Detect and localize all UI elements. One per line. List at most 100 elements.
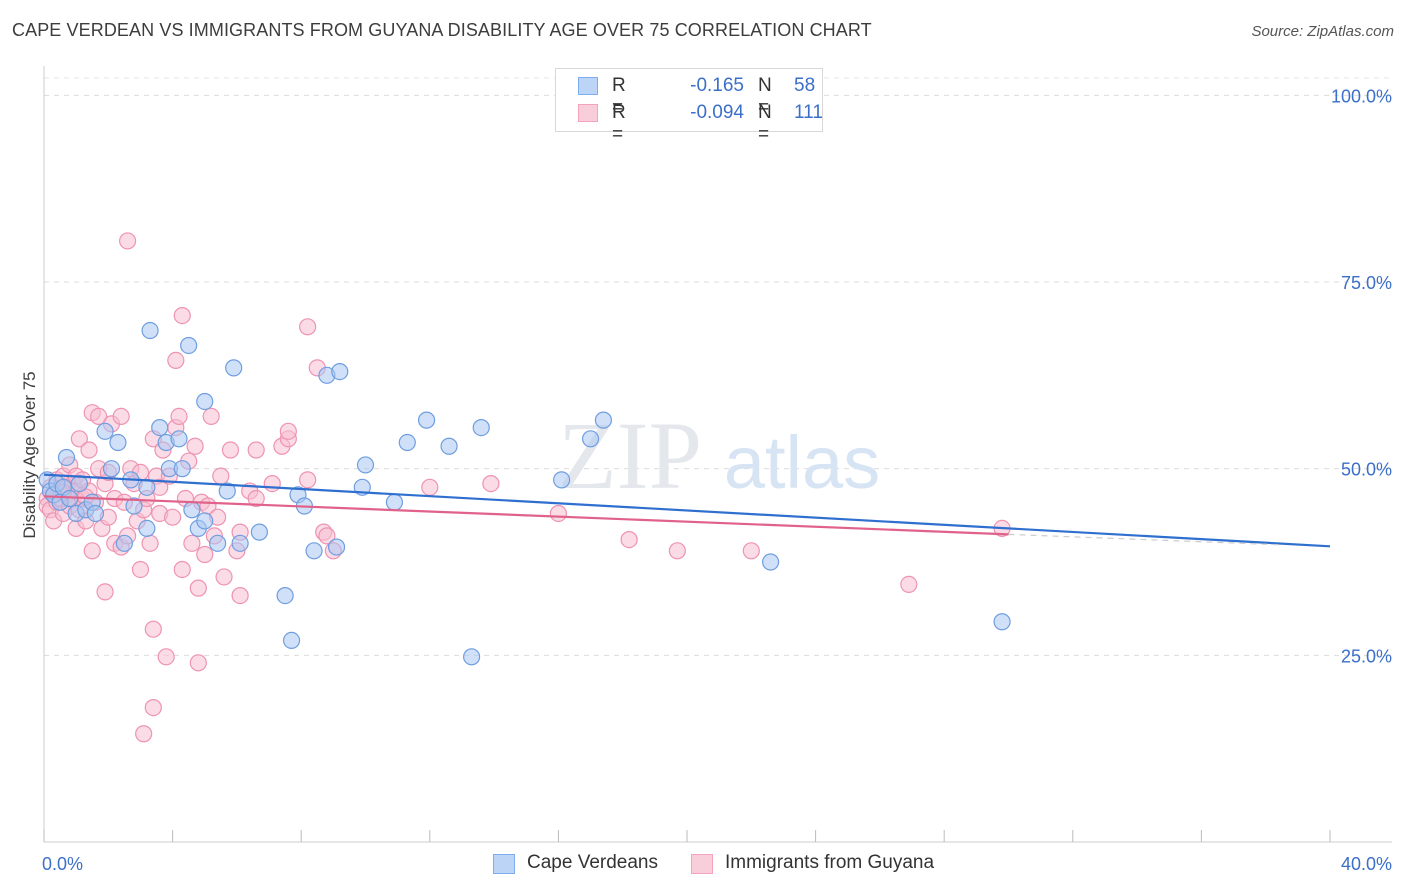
cape-verdean-point xyxy=(115,534,133,552)
cape-verdean-point xyxy=(462,648,481,666)
cape-verdean-point xyxy=(276,586,294,605)
guyana-point xyxy=(189,579,207,597)
guyana-point xyxy=(173,560,191,579)
cape-verdean-point xyxy=(594,411,613,429)
bottom-legend-label: Immigrants from Guyana xyxy=(725,852,935,873)
legend-n-value: 58 xyxy=(794,75,816,96)
guyana-point xyxy=(112,407,130,425)
cape-verdean-point xyxy=(138,519,156,538)
cape-verdeans-points xyxy=(38,321,1011,666)
cape-verdean-point xyxy=(102,460,121,478)
legend-r-label: R = xyxy=(612,75,626,118)
cape-verdean-point xyxy=(231,534,249,552)
cape-verdean-point xyxy=(196,392,214,411)
guyana-point xyxy=(141,534,159,552)
cape-verdean-point xyxy=(385,493,404,511)
legend-swatch-pink xyxy=(578,104,598,122)
cape-verdean-point xyxy=(125,497,143,515)
guyana-point xyxy=(170,407,188,425)
legend-n-value: 111 xyxy=(794,102,823,123)
cape-verdean-point xyxy=(472,419,490,437)
guyana-point xyxy=(70,430,88,448)
legend-swatch-blue xyxy=(578,77,598,95)
cape-verdean-point xyxy=(417,411,436,429)
cape-verdean-point xyxy=(553,471,571,489)
cape-verdean-point xyxy=(109,433,127,452)
guyana-point xyxy=(212,467,230,485)
cape-verdean-point xyxy=(993,613,1011,631)
watermark-atlas: atlas xyxy=(724,421,880,504)
guyana-point xyxy=(215,568,233,586)
guyana-point xyxy=(131,560,150,579)
guyana-point xyxy=(157,648,175,666)
guyana-point xyxy=(144,620,162,638)
y-tick-label: 50.0% xyxy=(1341,460,1392,480)
tick-labels: 25.0% 50.0% 75.0% 100.0% 0.0% 40.0% xyxy=(42,86,1392,874)
guyana-point xyxy=(742,542,760,560)
guyana-point xyxy=(96,583,114,601)
cape-verdeans-trend-line xyxy=(43,473,1331,548)
guyana-point xyxy=(279,422,297,440)
correlation-legend: R = -0.165 N = 58 R = -0.094 N = 111 xyxy=(555,68,823,145)
guyana-point xyxy=(186,437,204,455)
guyana-point xyxy=(144,698,162,717)
cape-verdean-point xyxy=(327,538,346,556)
chart-title: CAPE VERDEAN VS IMMIGRANTS FROM GUYANA D… xyxy=(12,20,872,40)
cape-verdean-point xyxy=(581,430,600,448)
guyana-point xyxy=(80,441,98,459)
legend-r-label: R = xyxy=(612,102,626,145)
guyana-point xyxy=(196,545,214,564)
y-tick-label: 75.0% xyxy=(1341,273,1392,293)
cape-verdean-point xyxy=(761,553,780,571)
y-tick-label: 25.0% xyxy=(1341,646,1392,666)
trend-lines xyxy=(43,473,1331,548)
guyana-trend-line xyxy=(43,495,1009,536)
guyana-trend-extension xyxy=(1008,533,1282,546)
cape-verdean-point xyxy=(173,460,191,478)
cape-verdean-point xyxy=(225,359,243,377)
y-axis-label: Disability Age Over 75 xyxy=(20,371,39,539)
cape-verdean-point xyxy=(180,336,198,355)
guyana-point xyxy=(83,542,101,560)
cape-verdean-point xyxy=(250,523,269,541)
legend-r-value: -0.094 xyxy=(690,102,744,123)
guyana-point xyxy=(202,407,220,425)
source-label: Source: ZipAtlas.com xyxy=(1251,23,1394,40)
bottom-legend-swatch-pink xyxy=(691,854,713,874)
guyana-point xyxy=(173,307,191,325)
y-tick-label: 100.0% xyxy=(1331,86,1392,106)
guyana-point xyxy=(164,508,182,526)
cape-verdean-point xyxy=(196,512,214,530)
watermark: ZIP atlas xyxy=(558,402,880,509)
cape-verdean-point xyxy=(57,448,76,467)
x-tick-label-min: 0.0% xyxy=(42,854,83,874)
guyana-point xyxy=(135,725,153,743)
cape-verdean-point xyxy=(356,456,375,474)
cape-verdean-point xyxy=(170,430,188,448)
cape-verdean-point xyxy=(183,501,201,519)
cape-verdean-point xyxy=(151,419,169,437)
cape-verdean-point xyxy=(398,433,416,452)
legend-r-value: -0.165 xyxy=(690,75,744,96)
cape-verdean-point xyxy=(141,321,159,340)
guyana-point xyxy=(620,530,638,549)
guyana-point xyxy=(299,318,317,336)
gridlines xyxy=(44,77,1392,656)
guyana-point xyxy=(900,575,918,594)
guyana-point xyxy=(90,407,108,425)
guyana-point xyxy=(421,478,439,496)
guyana-point xyxy=(231,586,249,605)
guyana-point xyxy=(221,441,240,459)
bottom-legend-swatch-blue xyxy=(493,854,515,874)
axes xyxy=(43,66,1392,843)
guyana-point xyxy=(668,542,686,560)
cape-verdean-point xyxy=(86,504,105,523)
guyana-point xyxy=(263,475,281,493)
watermark-zip: ZIP xyxy=(558,402,702,509)
guyana-point xyxy=(318,527,336,545)
x-tick-label-max: 40.0% xyxy=(1341,854,1392,874)
legend-n-label: N = xyxy=(758,102,772,145)
guyana-point xyxy=(482,475,500,493)
guyana-point xyxy=(299,471,317,489)
